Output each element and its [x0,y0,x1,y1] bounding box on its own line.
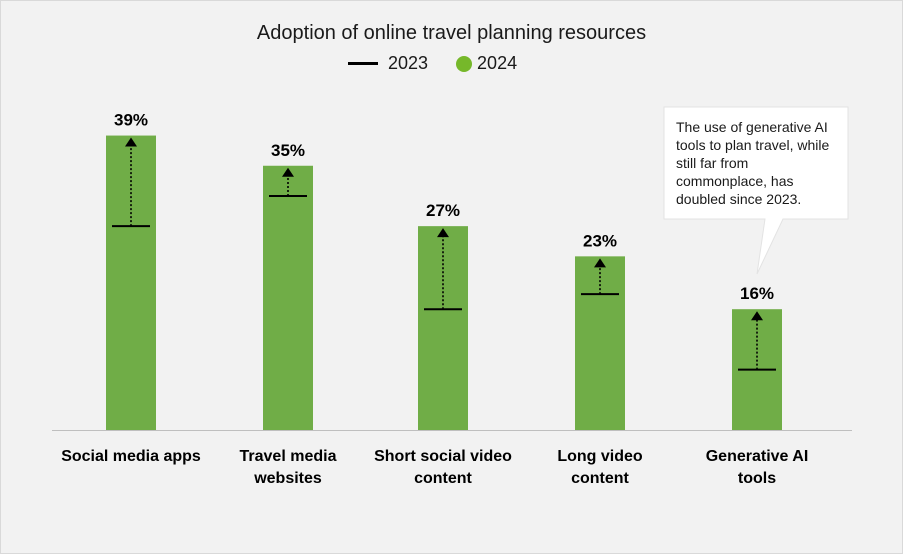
chart-title: Adoption of online travel planning resou… [256,22,647,44]
legend-dot-icon [456,55,473,72]
change-arrow-head-icon [594,258,606,268]
change-arrow-head-icon [125,137,137,147]
legend-line-icon [348,62,378,65]
category-label: content [571,470,629,487]
category-label: websites [253,470,322,487]
category-label: Long video [557,448,643,465]
data-label: 23% [583,231,617,250]
change-arrow-head-icon [282,167,294,177]
category-label: Travel media [240,448,337,465]
category-label: Social media apps [61,448,201,465]
change-arrow-head-icon [751,311,763,321]
bar-2024 [263,165,313,430]
chart-legend: 2023 2024 [348,53,545,74]
bar-2024 [575,256,625,430]
category-label: Generative AI [706,448,809,465]
change-arrow-head-icon [437,228,449,238]
data-label: 16% [740,284,774,303]
annotation-text: The use of generative AI tools to plan t… [676,119,830,207]
legend-item-2024: 2024 [456,53,517,74]
data-label: 39% [114,111,148,130]
data-label: 27% [426,201,460,220]
bar-2024 [106,135,156,431]
legend-label-2024: 2024 [477,53,518,73]
annotation-callout-box [663,106,849,275]
category-label: Short social video [374,448,512,465]
category-label: content [414,470,472,487]
data-label: 35% [271,141,305,160]
legend-item-2023: 2023 [348,53,428,74]
legend-label-2023: 2023 [388,53,429,73]
category-label: tools [738,470,776,487]
